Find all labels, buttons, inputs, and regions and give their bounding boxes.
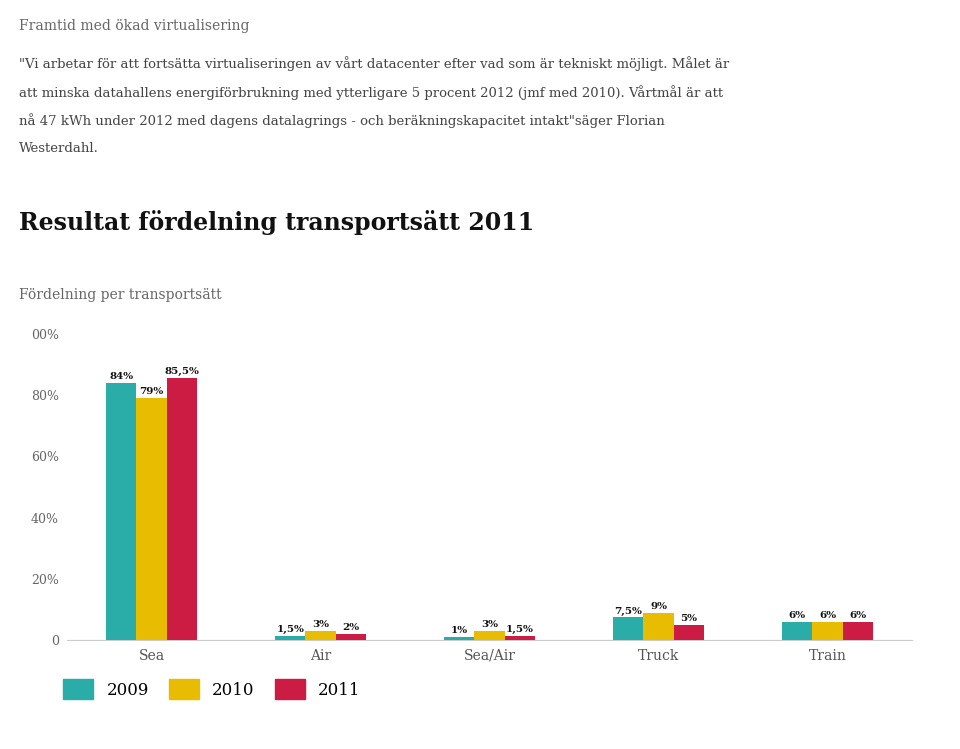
Bar: [136, 398, 167, 640]
Bar: [305, 631, 336, 640]
Text: 3%: 3%: [312, 620, 329, 629]
Text: 84%: 84%: [109, 372, 133, 381]
Text: 9%: 9%: [650, 602, 667, 611]
Text: 2%: 2%: [343, 623, 360, 632]
Text: 6%: 6%: [850, 611, 867, 620]
Bar: [781, 622, 812, 640]
Bar: [674, 625, 705, 640]
Bar: [612, 617, 643, 640]
Legend: 2009, 2010, 2011: 2009, 2010, 2011: [57, 673, 367, 706]
Text: 85,5%: 85,5%: [165, 367, 200, 376]
Text: nå 47 kWh under 2012 med dagens datalagrings - och beräkningskapacitet intakt"sä: nå 47 kWh under 2012 med dagens datalagr…: [19, 113, 665, 128]
Text: att minska datahallens energiförbrukning med ytterligare 5 procent 2012 (jmf med: att minska datahallens energiförbrukning…: [19, 85, 723, 100]
Text: 1%: 1%: [450, 626, 468, 635]
Bar: [444, 637, 474, 640]
Text: 1,5%: 1,5%: [276, 625, 304, 634]
Bar: [167, 378, 198, 640]
Text: 3%: 3%: [481, 620, 498, 629]
Bar: [843, 622, 874, 640]
Text: 1,5%: 1,5%: [506, 625, 534, 634]
Text: 79%: 79%: [139, 387, 164, 396]
Bar: [474, 631, 505, 640]
Text: 6%: 6%: [819, 611, 836, 620]
Text: "Vi arbetar för att fortsätta virtualiseringen av vårt datacenter efter vad som : "Vi arbetar för att fortsätta virtualise…: [19, 56, 730, 71]
Bar: [505, 636, 536, 640]
Text: 6%: 6%: [788, 611, 805, 620]
Text: Resultat fördelning transportsätt 2011: Resultat fördelning transportsätt 2011: [19, 210, 535, 234]
Bar: [812, 622, 843, 640]
Text: Westerdahl.: Westerdahl.: [19, 142, 99, 154]
Text: Framtid med ökad virtualisering: Framtid med ökad virtualisering: [19, 19, 250, 33]
Bar: [106, 383, 136, 640]
Text: Fördelning per transportsätt: Fördelning per transportsätt: [19, 288, 222, 303]
Text: 5%: 5%: [681, 614, 698, 623]
Bar: [336, 634, 367, 640]
Text: 7,5%: 7,5%: [614, 607, 642, 616]
Bar: [643, 613, 674, 640]
Bar: [275, 636, 305, 640]
